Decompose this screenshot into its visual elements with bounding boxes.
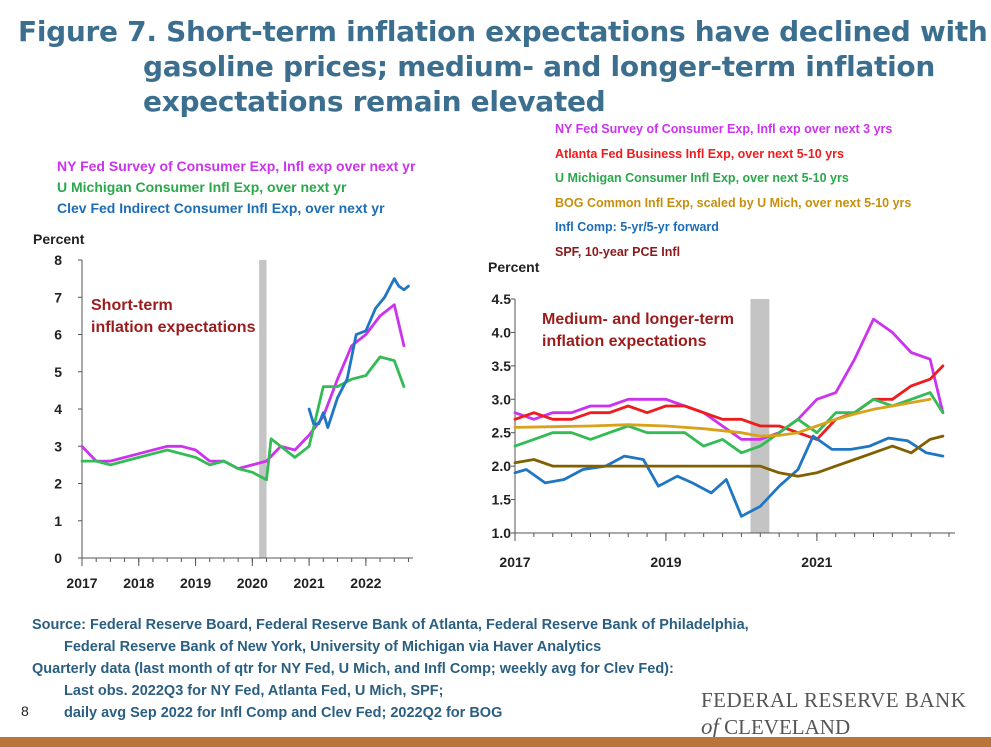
left-series-line-2 (307, 277, 410, 430)
right-legend-item-5: SPF, 10-year PCE Infl (555, 244, 681, 259)
left-chart-legend: NY Fed Survey of Consumer Exp, Infl exp … (57, 156, 415, 219)
source-line-1: Source: Federal Reserve Board, Federal R… (32, 617, 749, 633)
left-y-tick-label: 7 (54, 289, 62, 305)
logo-line-1: FEDERAL RESERVE BANK (701, 688, 967, 712)
left-y-tick-label: 1 (54, 513, 62, 529)
left-recession-band (259, 260, 267, 558)
right-legend-item-3: BOG Common Infl Exp, scaled by U Mich, o… (555, 195, 912, 210)
left-x-tick-label: 2017 (66, 575, 97, 591)
right-y-tick-label: 1.0 (492, 525, 512, 541)
source-line-5: daily avg Sep 2022 for Infl Comp and Cle… (64, 705, 503, 721)
right-y-tick-label: 4.0 (492, 324, 512, 340)
left-legend-item-1: U Michigan Consumer Infl Exp, over next … (57, 179, 347, 195)
right-legend-item-4: Infl Comp: 5-yr/5-yr forward (555, 220, 719, 234)
right-chart-legend: NY Fed Survey of Consumer Exp, Infl exp … (555, 117, 911, 264)
right-series-line-2 (513, 391, 945, 455)
figure-title: Figure 7. Short-term inflation expectati… (18, 14, 988, 119)
right-legend-item-0: NY Fed Survey of Consumer Exp, Infl exp … (555, 122, 893, 136)
left-y-tick-label: 3 (54, 438, 62, 454)
right-x-tick-label: 2021 (801, 554, 832, 570)
source-line-4: Last obs. 2022Q3 for NY Fed, Atlanta Fed… (64, 683, 444, 699)
right-annotation-line: inflation expectations (542, 333, 707, 350)
left-y-tick-label: 0 (54, 550, 62, 566)
left-y-tick-label: 5 (54, 364, 62, 380)
right-recession-band (750, 299, 770, 533)
left-x-tick-label: 2018 (123, 575, 154, 591)
left-x-tick-label: 2020 (237, 575, 268, 591)
right-series-line-5 (513, 434, 945, 478)
title-line-2: gasoline prices; medium- and longer-term… (143, 50, 935, 83)
left-y-tick-label: 8 (54, 252, 62, 268)
source-line-3: Quarterly data (last month of qtr for NY… (32, 661, 674, 677)
right-y-tick-label: 2.5 (492, 425, 512, 441)
right-y-tick-label: 4.5 (492, 291, 512, 307)
left-annotation-line: Short-term (91, 297, 173, 314)
left-x-tick-label: 2022 (350, 575, 381, 591)
right-series-line-4 (513, 434, 945, 518)
source-line-2: Federal Reserve Bank of New York, Univer… (64, 639, 602, 655)
right-series-line-3 (513, 397, 932, 438)
right-y-axis-label: Percent (488, 259, 540, 275)
page-number: 8 (21, 703, 29, 719)
source-note: Source: Federal Reserve Board, Federal R… (32, 614, 932, 724)
right-legend-item-1: Atlanta Fed Business Infl Exp, over next… (555, 146, 844, 161)
right-y-tick-label: 2.0 (492, 458, 512, 474)
logo-city: CLEVELAND (724, 715, 851, 739)
right-x-tick-label: 2019 (650, 554, 681, 570)
left-x-tick-label: 2019 (180, 575, 211, 591)
right-legend-item-2: U Michigan Consumer Infl Exp, over next … (555, 171, 849, 185)
cleveland-fed-logo: FEDERAL RESERVE BANK of CLEVELAND (701, 688, 966, 740)
right-annotation-line: Medium- and longer-term (542, 311, 734, 328)
right-y-tick-label: 1.5 (492, 492, 512, 508)
left-x-tick-label: 2021 (294, 575, 325, 591)
logo-of: of (701, 714, 719, 739)
right-x-tick-label: 2017 (499, 554, 530, 570)
left-y-tick-label: 6 (54, 327, 62, 343)
logo-line-2: of CLEVELAND (701, 714, 966, 740)
left-legend-item-0: NY Fed Survey of Consumer Exp, Infl exp … (57, 158, 416, 174)
left-legend-item-2: Clev Fed Indirect Consumer Infl Exp, ove… (57, 200, 385, 216)
left-y-tick-label: 4 (54, 401, 62, 417)
left-y-tick-label: 2 (54, 476, 62, 492)
left-series-line-1 (80, 355, 406, 482)
right-series-line-1 (513, 364, 945, 441)
title-line-3: expectations remain elevated (143, 85, 606, 118)
left-annotation-line: inflation expectations (91, 319, 256, 336)
left-y-axis-label: Percent (33, 231, 85, 247)
bottom-accent-bar (0, 737, 991, 747)
right-y-tick-label: 3.5 (492, 358, 512, 374)
title-line-1: Figure 7. Short-term inflation expectati… (18, 15, 988, 48)
right-y-tick-label: 3.0 (492, 391, 512, 407)
